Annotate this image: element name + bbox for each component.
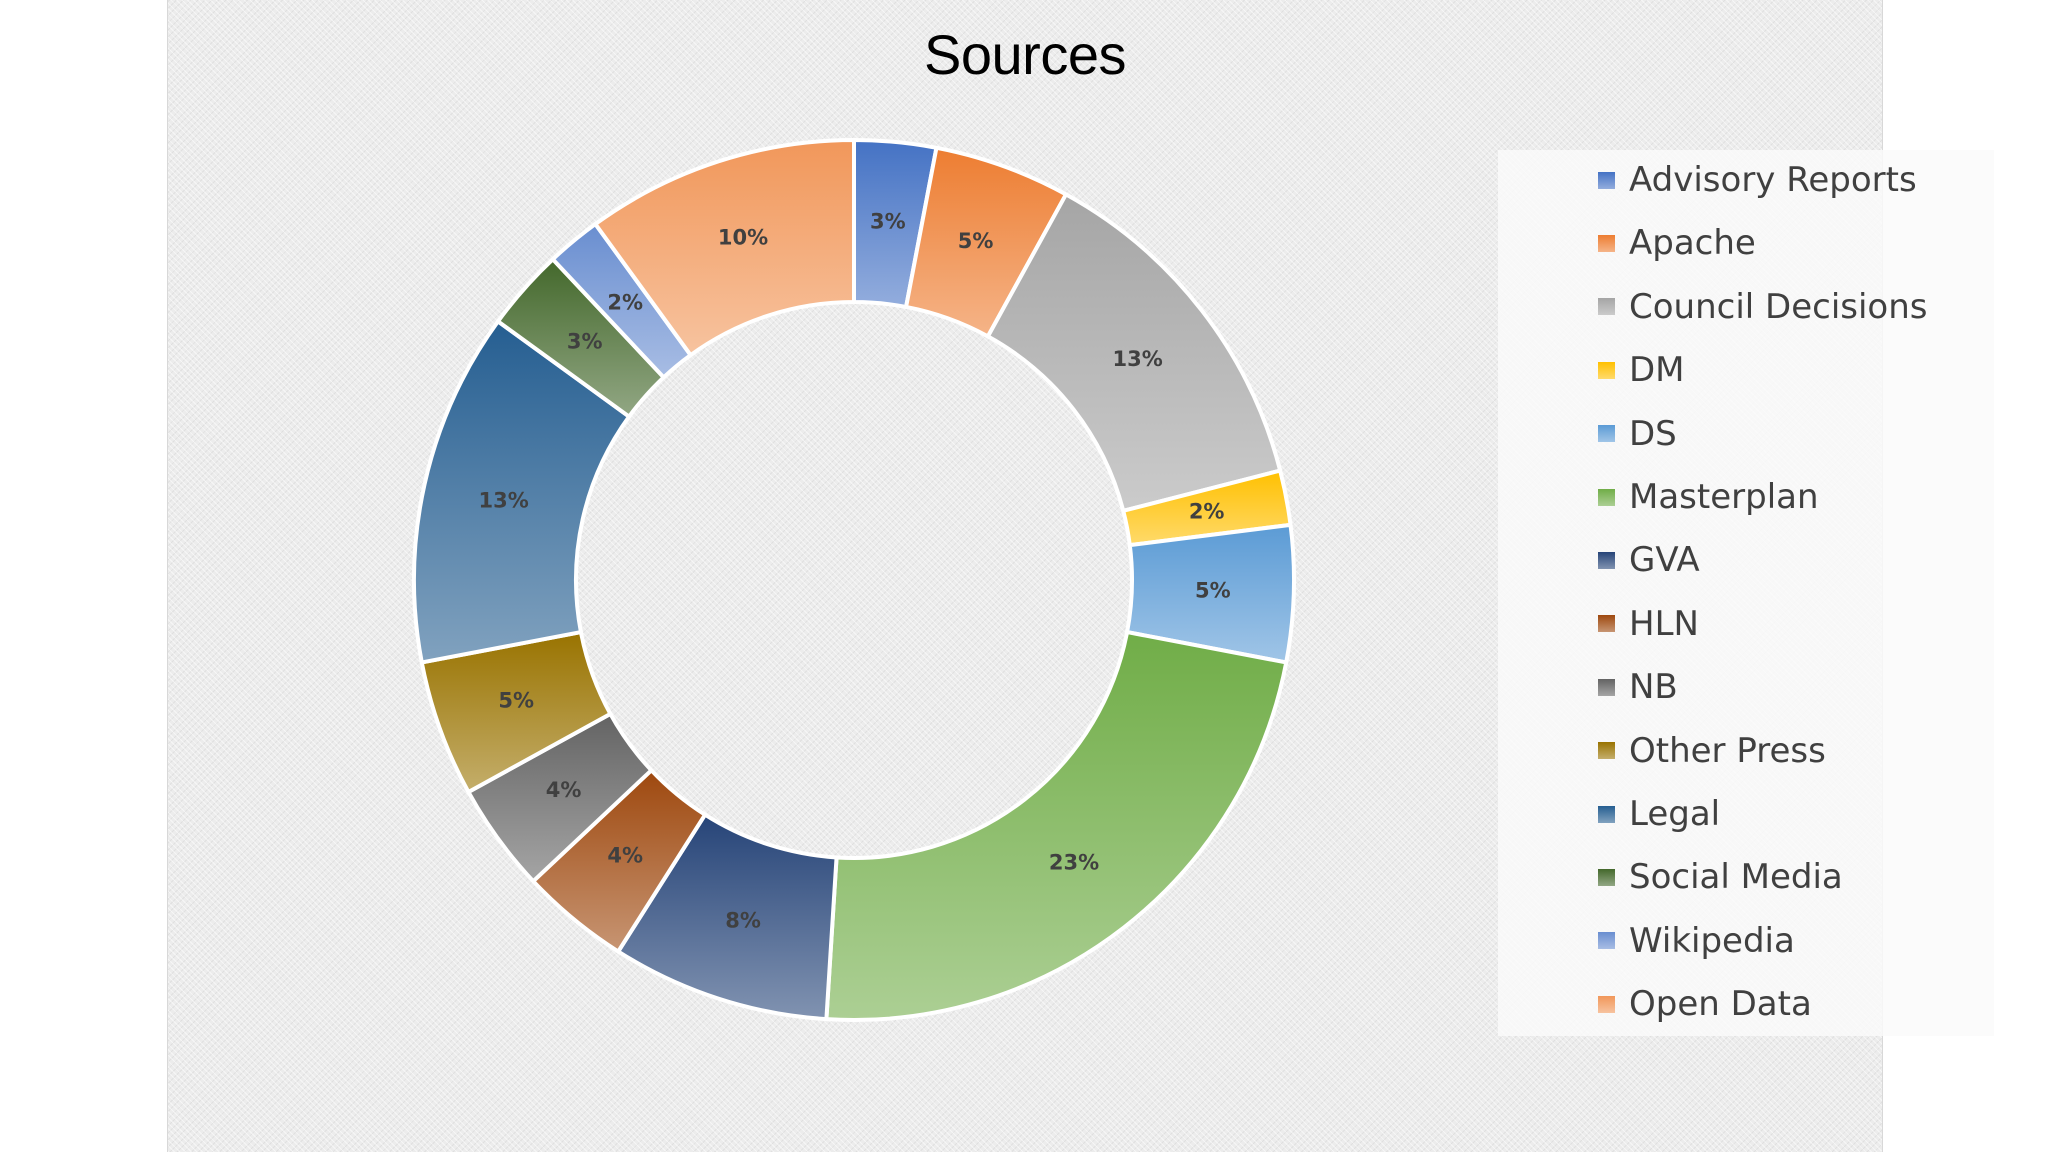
- legend-swatch: [1598, 488, 1615, 506]
- legend-item: Wikipedia: [1598, 921, 1795, 961]
- legend-item: HLN: [1598, 604, 1699, 644]
- legend-item: GVA: [1598, 540, 1700, 580]
- slice-masterplan: [824, 629, 1289, 1022]
- legend-item: Advisory Reports: [1598, 160, 1917, 200]
- data-label: 2%: [607, 290, 643, 314]
- data-label: 8%: [725, 908, 761, 932]
- legend-label: Advisory Reports: [1629, 160, 1917, 200]
- data-label: 4%: [607, 844, 643, 868]
- legend-swatch: [1598, 678, 1615, 696]
- data-label: 5%: [958, 229, 994, 253]
- legend-label: Open Data: [1629, 984, 1812, 1025]
- legend-swatch: [1598, 615, 1615, 633]
- legend-label: Legal: [1629, 794, 1721, 834]
- legend-item: Open Data: [1598, 984, 1812, 1024]
- legend-swatch: [1598, 298, 1615, 316]
- legend-swatch: [1598, 932, 1615, 950]
- data-label: 5%: [1195, 578, 1231, 602]
- legend-item: Apache: [1598, 223, 1756, 263]
- data-label: 2%: [1189, 500, 1225, 524]
- legend-label: Masterplan: [1629, 477, 1819, 517]
- legend-item: Other Press: [1598, 731, 1826, 771]
- legend-item: Legal: [1598, 794, 1720, 834]
- legend-label: Apache: [1629, 223, 1756, 264]
- legend-swatch: [1598, 361, 1615, 379]
- legend-item: DS: [1598, 414, 1677, 454]
- chart-legend: Advisory Reports Apache Council Decisions D…: [1498, 150, 1994, 1036]
- data-label: 23%: [1049, 851, 1099, 875]
- data-label: 3%: [870, 210, 906, 234]
- legend-label: Council Decisions: [1629, 286, 1928, 327]
- data-label: 3%: [567, 330, 603, 354]
- legend-swatch: [1598, 425, 1615, 443]
- legend-swatch: [1598, 995, 1615, 1013]
- data-label: 13%: [1113, 347, 1163, 371]
- legend-label: Wikipedia: [1629, 920, 1795, 961]
- legend-item: NB: [1598, 667, 1678, 707]
- data-label: 10%: [718, 226, 768, 250]
- slice-open-data: [592, 137, 856, 358]
- donut-chart: 3%5%13%2%5%23%8%4%4%5%13%3%2%10%: [412, 137, 1296, 1022]
- legend-label: Other Press: [1629, 730, 1826, 771]
- legend-label: Social Media: [1629, 857, 1843, 898]
- legend-swatch: [1598, 868, 1615, 886]
- data-label: 5%: [498, 689, 534, 713]
- legend-swatch: [1598, 742, 1615, 760]
- chart-title: Sources: [924, 23, 1126, 86]
- legend-label: GVA: [1629, 540, 1700, 581]
- legend-item: Council Decisions: [1598, 287, 1928, 327]
- legend-item: Masterplan: [1598, 477, 1819, 517]
- legend-swatch: [1598, 805, 1615, 823]
- legend-swatch: [1598, 234, 1615, 252]
- data-label: 4%: [546, 778, 582, 802]
- legend-label: DS: [1629, 413, 1677, 454]
- legend-label: NB: [1629, 667, 1678, 708]
- data-label: 13%: [479, 489, 529, 513]
- legend-swatch: [1598, 171, 1615, 189]
- slide-background: Sources 3% 5% 13% 2% 5% 23% 8% 4% 4% 5% 13% 3% 2% 10%…: [167, 0, 1994, 1152]
- legend-swatch: [1598, 551, 1615, 569]
- legend-label: DM: [1629, 350, 1685, 391]
- legend-label: HLN: [1629, 603, 1699, 644]
- legend-item: Social Media: [1598, 857, 1843, 897]
- legend-item: DM: [1598, 350, 1685, 390]
